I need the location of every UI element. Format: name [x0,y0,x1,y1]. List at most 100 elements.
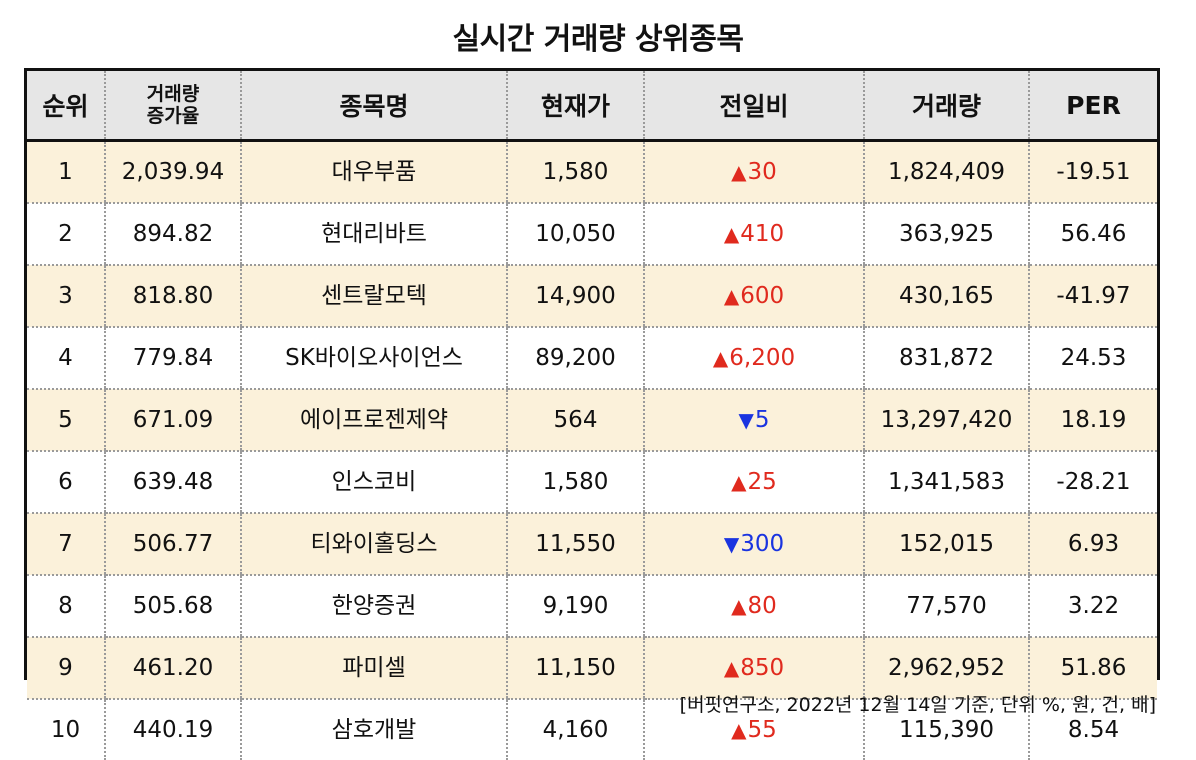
volume-growth-cell: 779.84 [104,327,241,390]
change-cell: ▼5 [643,389,864,452]
header-rank: 순위 [27,71,105,142]
per-cell: -19.51 [1028,140,1157,204]
volume-cell: 831,872 [863,327,1029,390]
current-price-cell: 11,550 [506,513,644,576]
volume-cell: 363,925 [863,203,1029,266]
volume-cell: 77,570 [863,575,1029,638]
up-triangle-icon: ▲ [731,470,747,494]
volume-growth-cell: 461.20 [104,637,241,700]
ranking-table: 순위 거래량 증가율 종목명 현재가 전일비 거래량 PER 1 2,039.94… [27,71,1157,760]
table-row: 6 639.48 인스코비 1,580 ▲25 1,341,583 -28.21 [27,451,1157,514]
volume-growth-cell: 2,039.94 [104,140,241,204]
table-row: 4 779.84 SK바이오사이언스 89,200 ▲6,200 831,872 24.53 [27,327,1157,390]
rank-cell: 8 [27,575,105,638]
header-current-price: 현재가 [506,71,644,142]
volume-growth-cell: 440.19 [104,699,241,760]
rank-cell: 9 [27,637,105,700]
table-row: 9 461.20 파미셀 11,150 ▲850 2,962,952 51.86 [27,637,1157,700]
change-value: 850 [740,655,785,681]
rank-cell: 2 [27,203,105,266]
per-cell: 18.19 [1028,389,1157,452]
stock-name-cell: 삼호개발 [240,699,507,760]
source-note: [버핏연구소, 2022년 12월 14일 기준, 단위 %, 원, 건, 배] [679,694,1156,716]
volume-growth-cell: 639.48 [104,451,241,514]
current-price-cell: 89,200 [506,327,644,390]
volume-growth-cell: 818.80 [104,265,241,328]
per-cell: 51.86 [1028,637,1157,700]
rank-cell: 5 [27,389,105,452]
change-value: 55 [747,717,777,743]
stock-name-cell: 파미셀 [240,637,507,700]
rank-cell: 3 [27,265,105,328]
per-cell: -28.21 [1028,451,1157,514]
up-triangle-icon: ▲ [723,656,740,680]
down-triangle-icon: ▼ [738,408,754,432]
change-value: 410 [740,221,785,247]
header-per: PER [1028,71,1157,142]
current-price-cell: 9,190 [506,575,644,638]
change-value: 600 [740,283,785,309]
stock-name-cell: 한양증권 [240,575,507,638]
header-volume-growth-line2: 증가율 [146,105,200,127]
volume-cell: 430,165 [863,265,1029,328]
table-row: 7 506.77 티와이홀딩스 11,550 ▼300 152,015 6.93 [27,513,1157,576]
change-value: 30 [747,159,777,185]
change-value: 6,200 [729,345,796,371]
volume-growth-cell: 894.82 [104,203,241,266]
change-cell: ▲6,200 [643,327,864,390]
stock-name-cell: 에이프로젠제약 [240,389,507,452]
up-triangle-icon: ▲ [723,284,740,308]
volume-cell: 2,962,952 [863,637,1029,700]
change-value: 5 [754,407,770,433]
stock-name-cell: 대우부품 [240,140,507,204]
change-cell: ▲600 [643,265,864,328]
stock-name-cell: 티와이홀딩스 [240,513,507,576]
change-cell: ▲80 [643,575,864,638]
table-header-row: 순위 거래량 증가율 종목명 현재가 전일비 거래량 PER [27,71,1157,142]
up-triangle-icon: ▲ [712,346,729,370]
per-cell: 3.22 [1028,575,1157,638]
rank-cell: 6 [27,451,105,514]
header-volume-growth-line1: 거래량 [146,83,200,105]
ranking-table-container: 순위 거래량 증가율 종목명 현재가 전일비 거래량 PER 1 2,039.94… [24,68,1160,760]
header-volume-growth: 거래량 증가율 [104,71,241,142]
stock-name-cell: SK바이오사이언스 [240,327,507,390]
up-triangle-icon: ▲ [731,160,747,184]
volume-growth-cell: 505.68 [104,575,241,638]
volume-growth-cell: 506.77 [104,513,241,576]
per-cell: 6.93 [1028,513,1157,576]
change-value: 25 [747,469,777,495]
current-price-cell: 14,900 [506,265,644,328]
table-row: 2 894.82 현대리바트 10,050 ▲410 363,925 56.46 [27,203,1157,266]
volume-cell: 13,297,420 [863,389,1029,452]
per-cell: 56.46 [1028,203,1157,266]
volume-growth-cell: 671.09 [104,389,241,452]
down-triangle-icon: ▼ [723,532,740,556]
change-cell: ▲30 [643,140,864,204]
current-price-cell: 1,580 [506,451,644,514]
change-cell: ▲25 [643,451,864,514]
up-triangle-icon: ▲ [731,718,747,742]
per-cell: 24.53 [1028,327,1157,390]
rank-cell: 4 [27,327,105,390]
change-value: 80 [747,593,777,619]
rank-cell: 10 [27,699,105,760]
table-row: 1 2,039.94 대우부품 1,580 ▲30 1,824,409 -19.51 [27,140,1157,204]
stock-name-cell: 현대리바트 [240,203,507,266]
current-price-cell: 4,160 [506,699,644,760]
up-triangle-icon: ▲ [723,222,740,246]
up-triangle-icon: ▲ [731,594,747,618]
header-volume: 거래량 [863,71,1029,142]
header-stock-name: 종목명 [240,71,507,142]
current-price-cell: 10,050 [506,203,644,266]
stock-name-cell: 센트랄모텍 [240,265,507,328]
change-cell: ▲850 [643,637,864,700]
change-cell: ▼300 [643,513,864,576]
change-cell: ▲410 [643,203,864,266]
table-row: 8 505.68 한양증권 9,190 ▲80 77,570 3.22 [27,575,1157,638]
current-price-cell: 1,580 [506,140,644,204]
stock-name-cell: 인스코비 [240,451,507,514]
page-title: 실시간 거래량 상위종목 [452,22,744,57]
change-value: 300 [740,531,785,557]
rank-cell: 7 [27,513,105,576]
